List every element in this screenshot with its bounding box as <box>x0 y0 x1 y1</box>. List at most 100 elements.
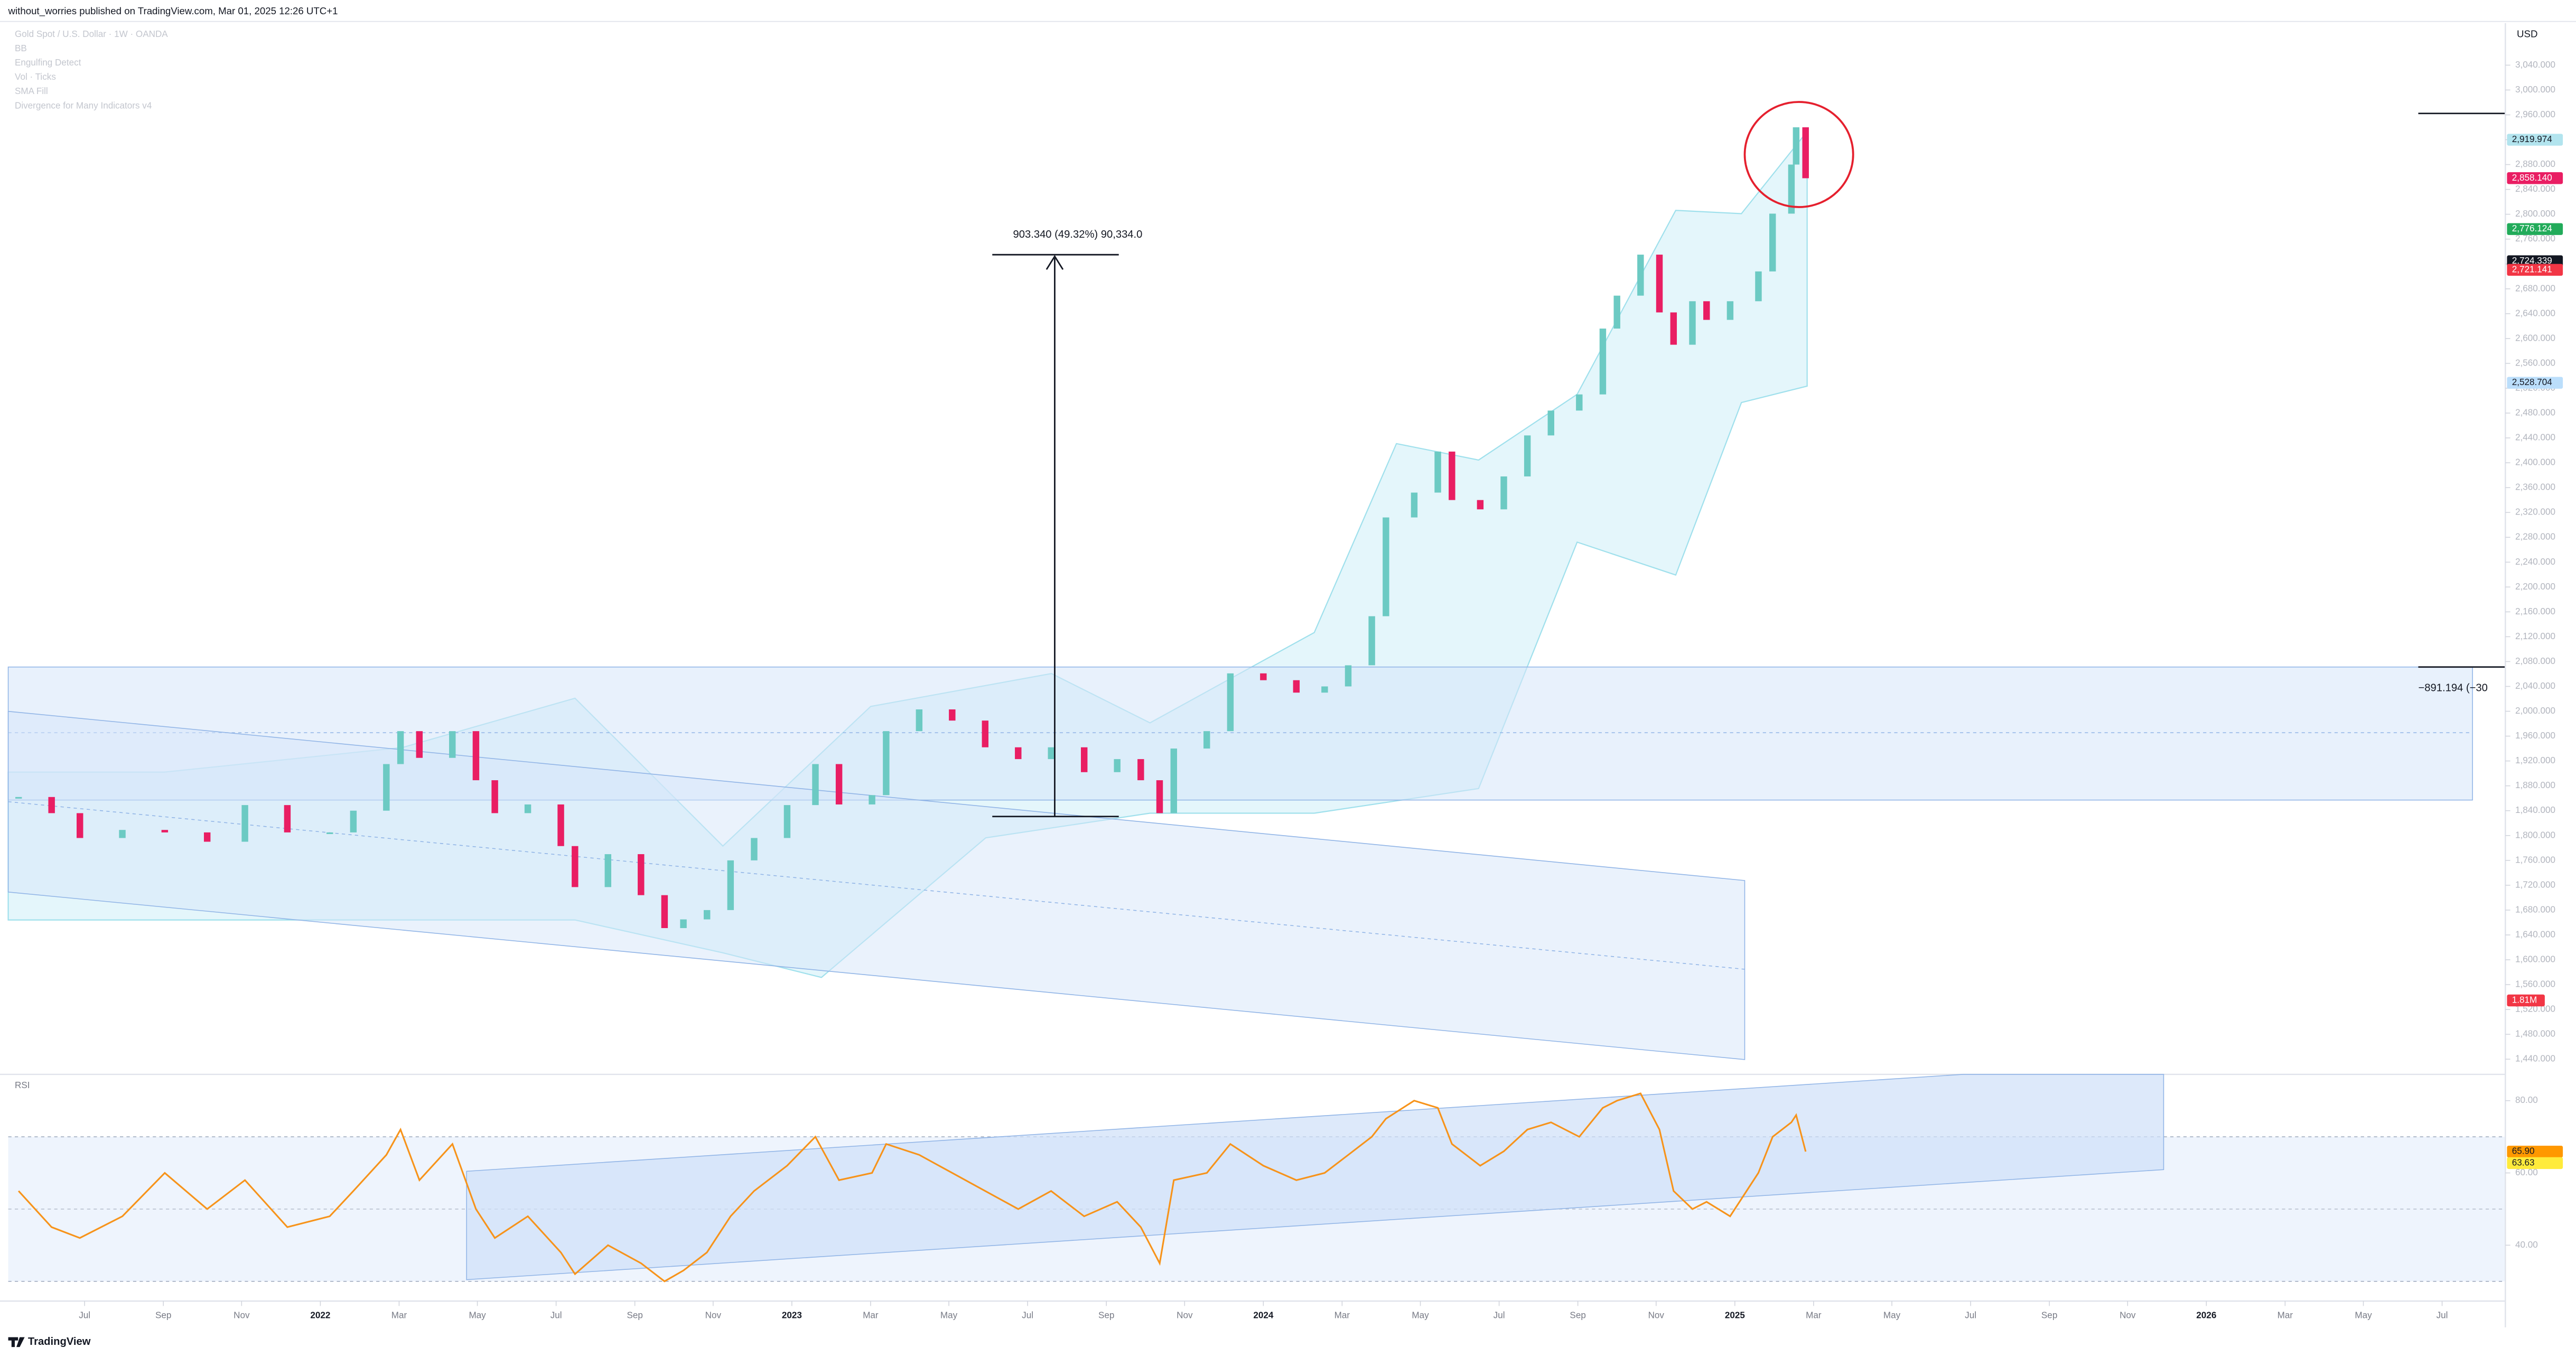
price-tick-label: 2,040.000 <box>2515 681 2555 691</box>
candles <box>15 127 1809 929</box>
price-tick-label: 1,680.000 <box>2515 904 2555 914</box>
candle <box>1703 301 1710 320</box>
time-tick-label: Mar <box>1334 1311 1350 1321</box>
channel-midline <box>8 801 1745 970</box>
price-tick-label: 2,600.000 <box>2515 333 2555 343</box>
candle <box>284 805 291 832</box>
candle <box>161 830 169 832</box>
candle <box>203 832 211 842</box>
candle <box>1689 301 1696 345</box>
candle <box>1368 616 1375 666</box>
candle <box>982 720 989 747</box>
time-tick-label: Sep <box>1098 1311 1114 1321</box>
candle <box>916 709 923 732</box>
rsi-tick-label: 80.00 <box>2515 1095 2538 1105</box>
candle <box>1449 451 1455 500</box>
price-tick-label: 1,920.000 <box>2515 755 2555 765</box>
candle <box>1411 492 1418 518</box>
candle <box>883 731 890 796</box>
time-tick-label: Jul <box>550 1311 562 1321</box>
candle <box>1293 680 1300 693</box>
price-tick-label: 1,840.000 <box>2515 805 2555 815</box>
time-tick-label: Mar <box>391 1311 407 1321</box>
candle <box>1599 329 1607 395</box>
rsi-tick-label: 40.00 <box>2515 1240 2538 1250</box>
price-tag-bg <box>2507 172 2563 184</box>
price-tick-label: 1,880.000 <box>2515 780 2555 790</box>
price-tick-label: 2,680.000 <box>2515 283 2555 293</box>
currency: USD <box>2517 28 2537 39</box>
legend-entry: Vol · Ticks <box>15 72 56 82</box>
time-tick-label: Nov <box>2120 1311 2136 1321</box>
candle <box>1260 673 1267 680</box>
time-tick-label: Jul <box>1494 1311 1505 1321</box>
candle <box>1613 295 1620 329</box>
price-tick-label: 1,800.000 <box>2515 830 2555 840</box>
price-tick-label: 2,800.000 <box>2515 209 2555 219</box>
time-tick-label: May <box>469 1311 486 1321</box>
legend-entry: Divergence for Many Indicators v4 <box>15 100 152 110</box>
candle <box>638 854 645 895</box>
price-tick-label: 1,760.000 <box>2515 855 2555 865</box>
price-tick-label: 2,360.000 <box>2515 482 2555 492</box>
price-tick-label: 1,480.000 <box>2515 1029 2555 1039</box>
price-tick-label: 1,520.000 <box>2515 1004 2555 1014</box>
arrow-head <box>1046 255 1064 270</box>
time-tick-label: Jul <box>1022 1311 1033 1321</box>
candle <box>949 709 956 721</box>
candle <box>1156 780 1163 813</box>
price-tick-label: 2,760.000 <box>2515 233 2555 244</box>
candle <box>326 832 333 834</box>
candle <box>350 810 357 832</box>
price-tag: 63.63 <box>2512 1157 2535 1167</box>
time-tick-label: Mar <box>2278 1311 2293 1321</box>
price-tick-label: 2,120.000 <box>2515 631 2555 641</box>
volume-tag: 1.81M <box>2512 995 2537 1005</box>
publisher: without_worries published on TradingView… <box>8 5 338 17</box>
time-tick-label: May <box>2355 1311 2372 1321</box>
price-tag: 2,528.704 <box>2512 377 2552 387</box>
volume-tag-bg <box>2507 994 2545 1007</box>
candle <box>1434 451 1441 493</box>
price-tick-label: 2,240.000 <box>2515 557 2555 567</box>
legend-entry: SMA Fill <box>15 86 48 96</box>
price-tick-label: 2,400.000 <box>2515 457 2555 467</box>
legend-entry: Engulfing Detect <box>15 58 81 68</box>
time-tick-label: Nov <box>234 1311 250 1321</box>
time-tick-label: May <box>940 1311 958 1321</box>
time-tick-label: Sep <box>155 1311 171 1321</box>
candle <box>383 764 390 811</box>
candle <box>572 846 578 887</box>
time-tick-label: Sep <box>627 1311 642 1321</box>
time-tick-label: 2022 <box>310 1311 330 1321</box>
price-tag-bg <box>2507 1157 2563 1169</box>
price-tag: 2,721.141 <box>2512 264 2552 274</box>
candle <box>1769 213 1776 272</box>
time-tick-label: May <box>1412 1311 1429 1321</box>
candle <box>1114 759 1121 772</box>
candle <box>48 797 55 813</box>
candle <box>1345 665 1352 687</box>
price-tag: 65.90 <box>2512 1146 2535 1156</box>
price-tick-label: 1,720.000 <box>2515 879 2555 890</box>
price-tick-label: 2,440.000 <box>2515 433 2555 443</box>
candle <box>1203 731 1210 749</box>
price-tick-label: 2,280.000 <box>2515 532 2555 542</box>
price-tick-label: 1,600.000 <box>2515 954 2555 965</box>
price-tick-label: 3,000.000 <box>2515 85 2555 95</box>
candle <box>1227 673 1234 732</box>
time-tick-label: Sep <box>2041 1311 2057 1321</box>
price-tag-bg <box>2507 264 2563 276</box>
time-tick-label: Nov <box>705 1311 722 1321</box>
rsi-tick-label: 60.00 <box>2515 1167 2538 1177</box>
candle <box>449 731 456 758</box>
measure-label-2: −891.194 (−30 <box>2418 682 2487 694</box>
price-tick-label: 2,640.000 <box>2515 308 2555 318</box>
time-tick-label: Mar <box>1806 1311 1822 1321</box>
candle <box>1802 127 1809 179</box>
brand-logo <box>8 1337 25 1347</box>
price-tag: 2,724.339 <box>2512 256 2552 266</box>
time-tick-label: 2026 <box>2196 1311 2216 1321</box>
time-tick-label: Jul <box>79 1311 90 1321</box>
